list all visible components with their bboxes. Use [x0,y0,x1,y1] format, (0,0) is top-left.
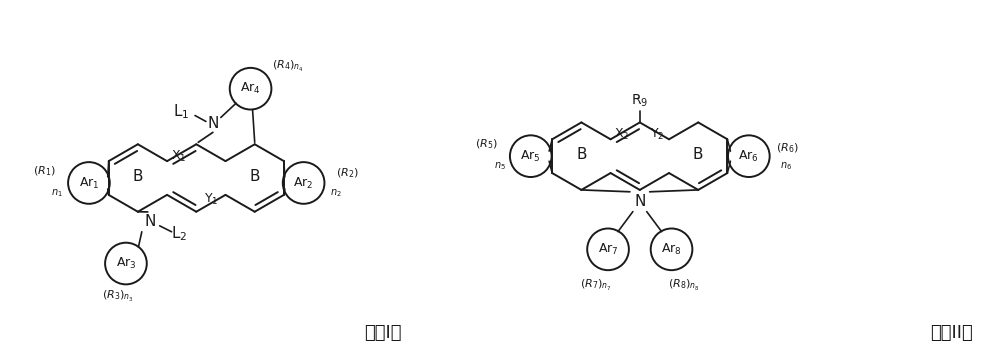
Text: Ar$_2$: Ar$_2$ [293,176,314,190]
Text: Ar$_4$: Ar$_4$ [240,81,261,96]
Text: Y$_2$: Y$_2$ [650,127,665,142]
Text: B: B [249,168,260,183]
Text: Y$_1$: Y$_1$ [204,192,218,208]
Text: Ar$_6$: Ar$_6$ [738,148,759,164]
Text: 式（I）: 式（I） [364,324,402,342]
Text: Ar$_8$: Ar$_8$ [661,242,682,257]
Text: $n_5$: $n_5$ [494,160,506,172]
Text: N: N [144,214,155,229]
Text: X$_2$: X$_2$ [614,127,630,142]
Text: $(R_7)_{n_7}$: $(R_7)_{n_7}$ [580,278,612,293]
Text: $n_1$: $n_1$ [51,187,63,199]
Text: R$_9$: R$_9$ [631,93,648,109]
Text: N: N [634,194,645,209]
Text: $n_2$: $n_2$ [330,187,342,199]
Text: $(R_1)$: $(R_1)$ [33,164,56,178]
Text: $n_6$: $n_6$ [780,160,792,172]
Text: B: B [133,168,143,183]
Text: L$_1$: L$_1$ [173,102,189,121]
Text: $(R_4)_{n_4}$: $(R_4)_{n_4}$ [272,59,304,74]
Text: X$_1$: X$_1$ [171,148,186,164]
Text: $(R_8)_{n_8}$: $(R_8)_{n_8}$ [668,278,699,293]
Text: $(R_3)_{n_3}$: $(R_3)_{n_3}$ [102,289,134,304]
Text: $(R_6)$: $(R_6)$ [776,141,798,155]
Text: Ar$_1$: Ar$_1$ [79,176,99,190]
Text: Ar$_3$: Ar$_3$ [116,256,136,271]
Text: $(R_2)$: $(R_2)$ [336,166,359,180]
Text: B: B [576,147,587,162]
Text: B: B [693,147,703,162]
Text: Ar$_7$: Ar$_7$ [598,242,618,257]
Text: 式（II）: 式（II） [930,324,973,342]
Text: L$_2$: L$_2$ [171,224,188,243]
Text: Ar$_5$: Ar$_5$ [520,148,541,164]
Text: $(R_5)$: $(R_5)$ [475,137,498,151]
Text: N: N [207,116,219,131]
